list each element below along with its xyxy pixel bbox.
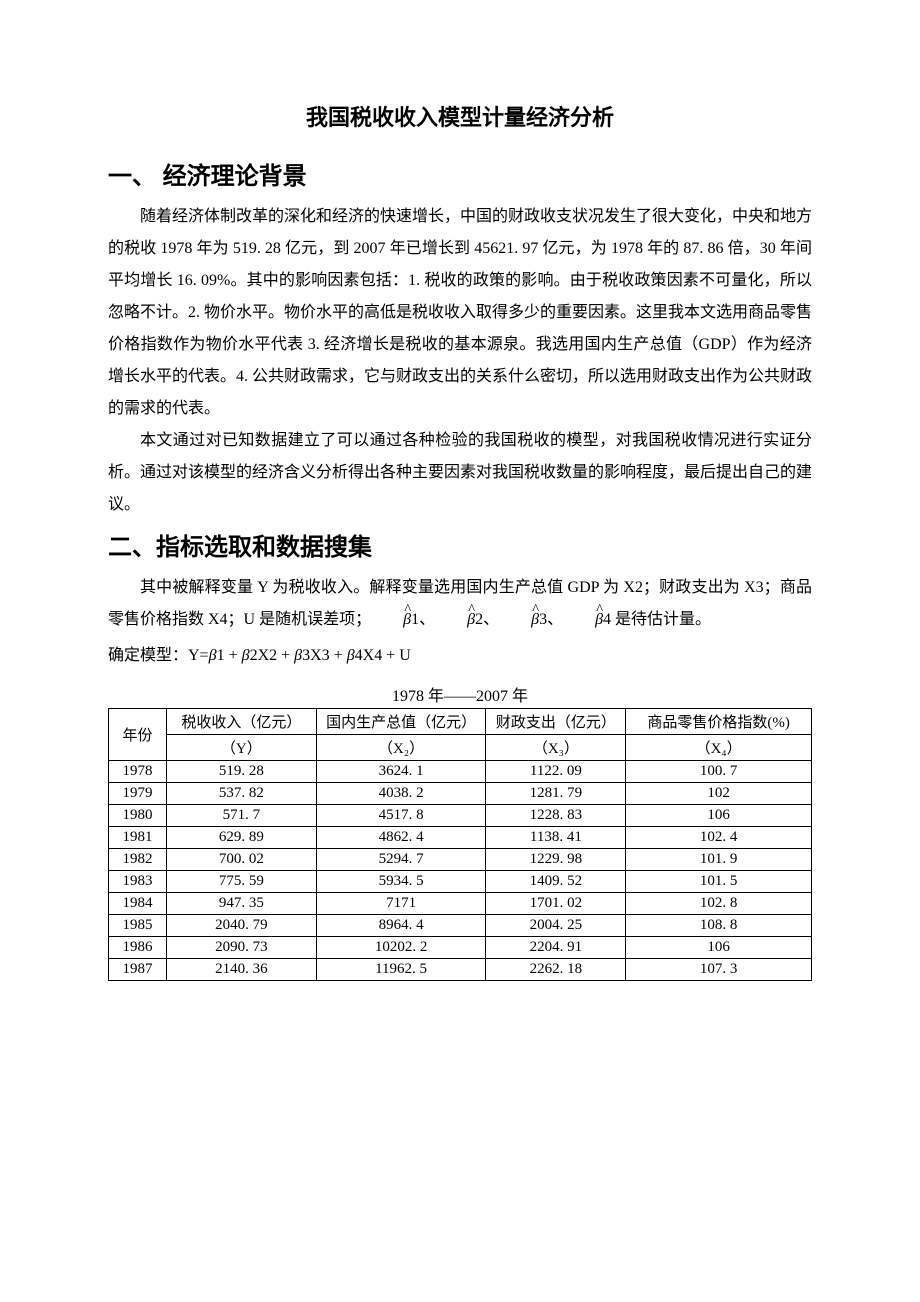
document-title: 我国税收收入模型计量经济分析 — [108, 100, 812, 132]
table-cell: 1985 — [109, 915, 167, 937]
para-text: 3、 — [539, 611, 563, 628]
col-symbol-x2: （X₂） — [316, 735, 486, 761]
table-caption: 1978 年——2007 年 — [108, 682, 812, 706]
table-cell: 1978 — [109, 761, 167, 783]
table-cell: 1984 — [109, 893, 167, 915]
table-cell: 11962. 5 — [316, 959, 486, 981]
table-row: 19872140. 3611962. 52262. 18107. 3 — [109, 959, 812, 981]
table-row: 1983775. 595934. 51409. 52101. 5 — [109, 871, 812, 893]
para-text: 2、 — [475, 611, 499, 628]
table-cell: 2204. 91 — [486, 937, 626, 959]
table-cell: 7171 — [316, 893, 486, 915]
table-cell: 1228. 83 — [486, 805, 626, 827]
table-cell: 107. 3 — [626, 959, 812, 981]
table-cell: 101. 9 — [626, 849, 812, 871]
section-1-heading: 一、 经济理论背景 — [108, 156, 812, 191]
table-cell: 1701. 02 — [486, 893, 626, 915]
table-cell: 700. 02 — [166, 849, 316, 871]
table-cell: 2040. 79 — [166, 915, 316, 937]
table-cell: 5294. 7 — [316, 849, 486, 871]
model-term: 2X2 + — [250, 647, 295, 664]
model-label: 确定模型：Y= — [108, 647, 209, 664]
col-symbol-x4: （X₄） — [626, 735, 812, 761]
table-cell: 1983 — [109, 871, 167, 893]
table-cell: 102. 8 — [626, 893, 812, 915]
model-term: 1 + — [217, 647, 242, 664]
table-header: 年份 税收收入（亿元） 国内生产总值（亿元） 财政支出（亿元） 商品零售价格指数… — [109, 709, 812, 761]
table-cell: 1987 — [109, 959, 167, 981]
table-cell: 1281. 79 — [486, 783, 626, 805]
col-symbol-x3: （X₃） — [486, 735, 626, 761]
table-row: 1980571. 74517. 81228. 83106 — [109, 805, 812, 827]
table-cell: 1229. 98 — [486, 849, 626, 871]
table-cell: 947. 35 — [166, 893, 316, 915]
beta-hat-symbol: β — [563, 604, 603, 636]
table-cell: 1409. 52 — [486, 871, 626, 893]
table-cell: 1986 — [109, 937, 167, 959]
col-header-x3: 财政支出（亿元） — [486, 709, 626, 735]
table-cell: 108. 8 — [626, 915, 812, 937]
table-row: 1981629. 894862. 41138. 41102. 4 — [109, 827, 812, 849]
model-term: 3X3 + — [302, 647, 347, 664]
col-header-x2: 国内生产总值（亿元） — [316, 709, 486, 735]
para-text: 4 是待估计量。 — [603, 611, 711, 628]
table-cell: 101. 5 — [626, 871, 812, 893]
table-cell: 629. 89 — [166, 827, 316, 849]
col-symbol-y: （Y） — [166, 735, 316, 761]
table-cell: 8964. 4 — [316, 915, 486, 937]
table-cell: 3624. 1 — [316, 761, 486, 783]
col-header-y: 税收收入（亿元） — [166, 709, 316, 735]
table-cell: 2262. 18 — [486, 959, 626, 981]
model-term: 4X4 + U — [355, 647, 411, 664]
table-cell: 5934. 5 — [316, 871, 486, 893]
table-cell: 2004. 25 — [486, 915, 626, 937]
table-cell: 1980 — [109, 805, 167, 827]
data-table: 年份 税收收入（亿元） 国内生产总值（亿元） 财政支出（亿元） 商品零售价格指数… — [108, 708, 812, 981]
table-row: 19862090. 7310202. 22204. 91106 — [109, 937, 812, 959]
table-cell: 519. 28 — [166, 761, 316, 783]
section-2-para-1: 其中被解释变量 Y 为税收收入。解释变量选用国内生产总值 GDP 为 X2；财政… — [108, 572, 812, 636]
beta-hat-symbol: β — [435, 604, 475, 636]
table-cell: 571. 7 — [166, 805, 316, 827]
beta-hat-symbol: β — [499, 604, 539, 636]
section-1-para-1: 随着经济体制改革的深化和经济的快速增长，中国的财政收支状况发生了很大变化，中央和… — [108, 201, 812, 425]
para-text: 1、 — [411, 611, 435, 628]
table-cell: 102 — [626, 783, 812, 805]
table-cell: 2140. 36 — [166, 959, 316, 981]
table-cell: 102. 4 — [626, 827, 812, 849]
table-cell: 100. 7 — [626, 761, 812, 783]
table-cell: 106 — [626, 937, 812, 959]
table-cell: 1138. 41 — [486, 827, 626, 849]
table-row: 1978519. 283624. 11122. 09100. 7 — [109, 761, 812, 783]
col-header-year: 年份 — [109, 709, 167, 761]
table-cell: 1982 — [109, 849, 167, 871]
section-1-para-2: 本文通过对已知数据建立了可以通过各种检验的我国税收的模型，对我国税收情况进行实证… — [108, 425, 812, 521]
table-cell: 4038. 2 — [316, 783, 486, 805]
table-row: 19852040. 798964. 42004. 25108. 8 — [109, 915, 812, 937]
table-cell: 775. 59 — [166, 871, 316, 893]
beta-hat-symbol: β — [371, 604, 411, 636]
table-body: 1978519. 283624. 11122. 09100. 71979537.… — [109, 761, 812, 981]
col-header-x4: 商品零售价格指数(%) — [626, 709, 812, 735]
beta-symbol: β — [209, 647, 217, 664]
table-row: 1982700. 025294. 71229. 98101. 9 — [109, 849, 812, 871]
table-cell: 537. 82 — [166, 783, 316, 805]
table-cell: 106 — [626, 805, 812, 827]
table-cell: 4862. 4 — [316, 827, 486, 849]
beta-symbol: β — [347, 647, 355, 664]
table-cell: 1979 — [109, 783, 167, 805]
beta-symbol: β — [294, 647, 302, 664]
table-cell: 10202. 2 — [316, 937, 486, 959]
table-cell: 2090. 73 — [166, 937, 316, 959]
table-cell: 4517. 8 — [316, 805, 486, 827]
model-equation: 确定模型：Y=β1 + β2X2 + β3X3 + β4X4 + U — [108, 640, 812, 672]
table-row: 1979537. 824038. 21281. 79102 — [109, 783, 812, 805]
table-row: 1984947. 3571711701. 02102. 8 — [109, 893, 812, 915]
table-cell: 1122. 09 — [486, 761, 626, 783]
beta-symbol: β — [242, 647, 250, 664]
table-cell: 1981 — [109, 827, 167, 849]
section-2-heading: 二、指标选取和数据搜集 — [108, 527, 812, 562]
